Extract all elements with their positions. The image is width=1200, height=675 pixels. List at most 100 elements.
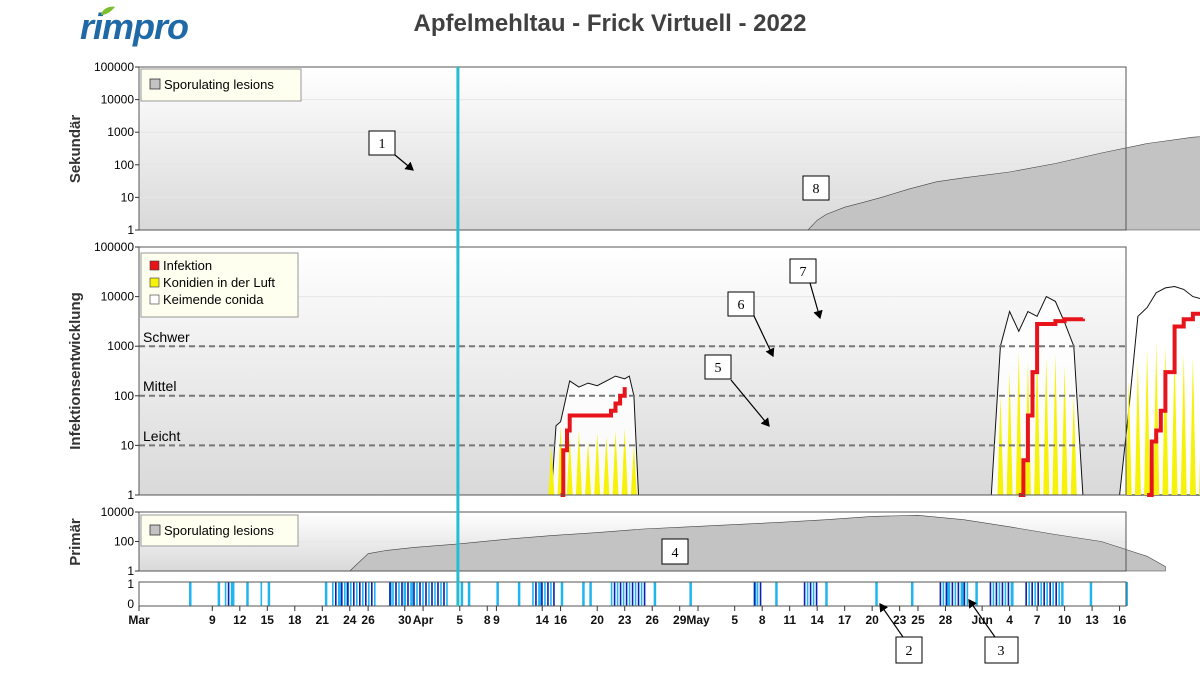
rain-dark-bar (359, 582, 361, 606)
y-tick-label: 1 (127, 488, 134, 502)
y-tick-label: 1000 (107, 125, 134, 139)
risk-level-lines (139, 345, 1126, 447)
x-tick-label: 11 (783, 613, 796, 627)
x-tick-label: 7 (1034, 613, 1041, 627)
rain-dark-bar (1001, 582, 1004, 606)
rain-dark-bar (1028, 582, 1030, 606)
rain-dark-bar (538, 582, 540, 606)
conidia-spike (1052, 353, 1059, 495)
rain-dark-bar (407, 582, 409, 606)
rain-dark-bar (1034, 582, 1036, 606)
sekundaer-legend-swatch (149, 78, 161, 90)
rain-dark-bar (643, 582, 646, 606)
rain-dark-bar (392, 582, 394, 606)
legend-swatch-infektion (149, 260, 160, 271)
rain-dark-bar (260, 582, 263, 606)
rain-light-bar (582, 582, 585, 606)
rain-dark-bar (957, 582, 960, 606)
callout-5: 5 (704, 354, 770, 427)
rain-dark-bar (368, 582, 370, 606)
rain-dark-bar (413, 582, 415, 606)
rain-dark-bar (230, 582, 233, 606)
x-tick-label: 20 (865, 613, 879, 627)
y-tick-label: 10 (121, 190, 135, 204)
rain-dark-bar (395, 582, 397, 606)
rain-dark-bar (622, 582, 625, 606)
x-tick-label: 15 (261, 613, 275, 627)
rain-y-tick: 1 (127, 577, 134, 591)
rain-dark-bar (948, 582, 951, 606)
rain-light-bar (911, 582, 914, 606)
rain-dark-bar (753, 582, 756, 606)
rain-dark-bar (1058, 582, 1060, 606)
rain-dark-bar (995, 582, 998, 606)
infektion-legend: Infektion Konidien in der Luft Keimende … (140, 252, 299, 318)
primaer-axis-label: Primär (67, 518, 84, 566)
x-tick-label: 24 (343, 613, 357, 627)
conidia-spike (1034, 348, 1041, 495)
x-tick-label: 9 (209, 613, 216, 627)
rain-light-bar (217, 582, 221, 606)
y-tick-label: 100 (114, 389, 134, 403)
conidia-spike (1162, 346, 1169, 495)
rain-dark-bar (437, 582, 439, 606)
rain-dark-bar (338, 582, 340, 606)
rain-light-bar (1011, 582, 1014, 606)
legend-label-keimende: Keimende conida (163, 292, 264, 307)
rain-dark-bar (374, 582, 376, 606)
rain-dark-bar (963, 582, 966, 606)
conidia-spike (621, 428, 628, 495)
rain-dark-bar (1037, 582, 1039, 606)
rain-dark-bar (431, 582, 433, 606)
rain-dark-bar (404, 582, 406, 606)
callout-2-label: 2 (906, 644, 913, 659)
x-tick-label: 16 (554, 613, 568, 627)
rain-dark-bar (954, 582, 957, 606)
x-tick-label: 20 (591, 613, 605, 627)
rain-light-bar (589, 582, 592, 606)
infection-line (560, 387, 627, 497)
legend-swatch-keimende (149, 294, 160, 305)
rain-dark-bar (443, 582, 445, 606)
conidia-spike (630, 445, 637, 495)
rain-dark-bar (362, 582, 364, 606)
rain-light-bar (189, 582, 192, 606)
primaer-y-ticks: 10000 100 1 (101, 505, 139, 578)
rain-dark-bar (227, 582, 230, 606)
level-label-schwer: Schwer (143, 329, 190, 345)
level-label-mittel: Mittel (143, 378, 176, 394)
level-label-leicht: Leicht (143, 428, 180, 444)
rain-dark-bar (989, 582, 992, 606)
x-tick-label: 25 (911, 613, 925, 627)
primaer-lesions-area (349, 514, 1166, 572)
callout-7: 7 (789, 258, 823, 320)
infection-series (560, 311, 1200, 497)
x-axis-labels: Mar 9 12 15 18 21 24 26 30 Apr 5 8 9 14 16 20 23 26 29 May 5… (128, 613, 1126, 627)
panel-infektionsentwicklung: 100000 10000 1000 100 10 1 Infektionsentwickl… (67, 240, 1200, 502)
legend-label-infektion: Infektion (163, 258, 212, 273)
rain-dark-bar (410, 582, 412, 606)
conidia-spike (1015, 351, 1022, 495)
x-tick-label: Apr (413, 613, 434, 627)
x-tick-label: 18 (288, 613, 302, 627)
rain-light-bar (339, 582, 342, 606)
leaf-icon (101, 6, 115, 15)
sekundaer-legend: Sporulating lesions (140, 68, 302, 102)
rain-light-bar (946, 582, 950, 606)
conidia-spike (1125, 380, 1132, 495)
rain-dark-bar (951, 582, 954, 606)
rain-dark-bar (1043, 582, 1045, 606)
rain-dark-bar (631, 582, 634, 606)
conidia-spike (1189, 357, 1196, 495)
panel-niederschlag: 10 (127, 577, 1128, 611)
rain-dark-bar (756, 582, 759, 606)
rain-dark-bar (815, 582, 818, 606)
rain-y-tick: 0 (127, 597, 134, 611)
rain-dark-bar (428, 582, 430, 606)
rain-dark-bar (640, 582, 643, 606)
x-axis-ticks (138, 606, 1121, 611)
rain-dark-bar (341, 582, 343, 606)
rain-dark-bar (1025, 582, 1027, 606)
y-tick-label: 1 (127, 564, 134, 578)
